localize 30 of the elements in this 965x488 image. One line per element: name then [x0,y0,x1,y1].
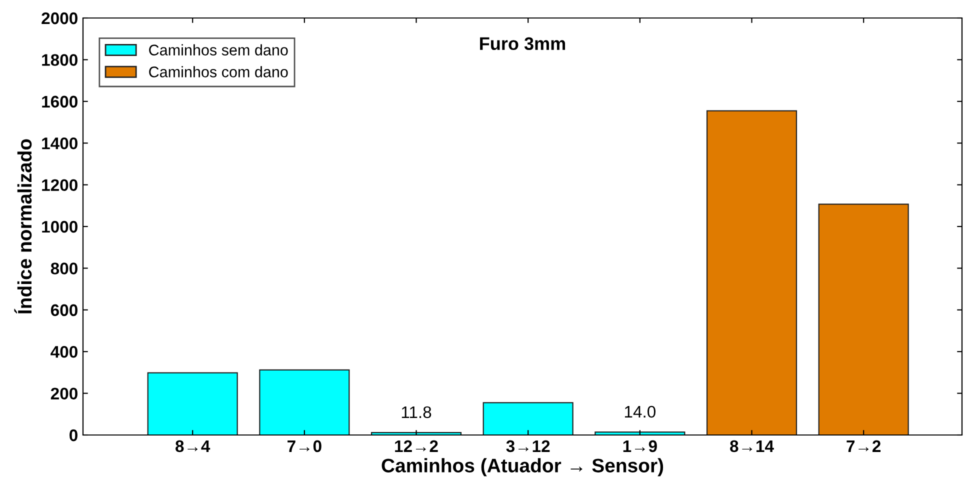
y-tick-label: 800 [50,262,78,274]
y-tick-label: 1200 [42,179,78,192]
y-tick-label: 400 [50,346,78,358]
x-tick-label: 7→2 [846,440,881,452]
x-tick-label: 8→14 [730,440,774,452]
y-tick-label: 1000 [42,220,78,233]
y-tick-label: 2000 [42,12,78,24]
legend-label: Caminhos sem dano [149,44,288,56]
x-tick-label: 12→2 [395,440,438,452]
y-tick-label: 200 [50,388,78,400]
legend-label: Caminhos com dano [149,66,288,78]
x-axis-title: Caminhos (Atuador → Sensor) [382,458,664,476]
x-tick-label: 1→9 [623,440,657,452]
y-tick-label: 1800 [42,54,78,66]
y-tick-label: 1600 [42,96,78,108]
x-tick-label: 3→12 [506,440,550,452]
y-axis-title: Índice normalizado [14,139,32,314]
bar [482,402,574,435]
y-tick-label: 0 [70,429,78,442]
y-tick-label: 600 [50,304,78,316]
data-label: 14.0 [624,406,656,418]
x-tick-label: 7→0 [288,440,322,452]
bar [147,372,238,435]
data-label: 11.8 [402,406,432,418]
text: Furo 3mm [480,37,566,50]
bar [259,369,350,435]
bar [706,110,798,435]
bar [818,204,909,435]
x-tick-label: 8→4 [176,440,210,452]
y-tick-label: 1400 [42,138,78,150]
